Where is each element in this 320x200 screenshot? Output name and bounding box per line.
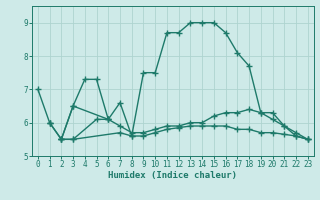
X-axis label: Humidex (Indice chaleur): Humidex (Indice chaleur) <box>108 171 237 180</box>
